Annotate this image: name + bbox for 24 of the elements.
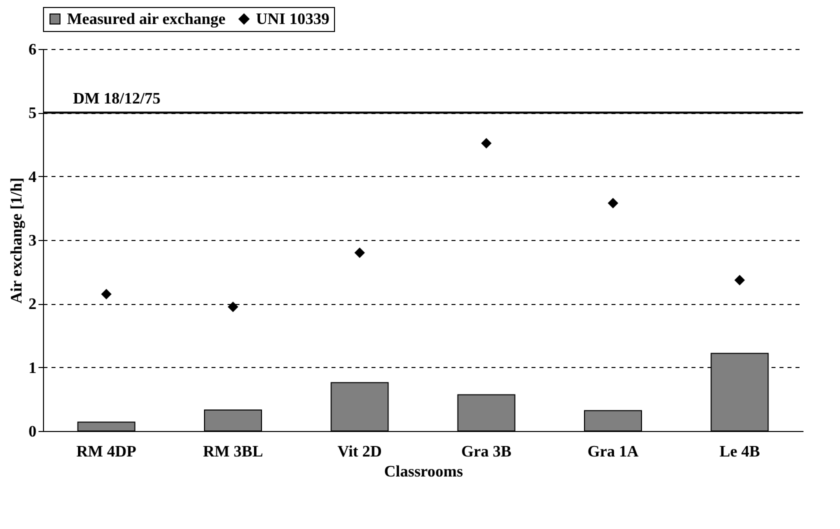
point [228, 302, 238, 312]
x-tick-label: Le 4B [719, 444, 760, 460]
point [734, 274, 745, 286]
y-tick-label: 4 [28, 168, 36, 186]
point [481, 138, 492, 148]
point [101, 288, 112, 300]
ref-line-label: DM 18/12/75 [73, 90, 161, 108]
y-tick-label: 2 [28, 296, 36, 314]
x-tick-label: RM 4DP [76, 444, 137, 460]
y-tick-label: 6 [28, 42, 36, 58]
x-tick-label: Gra 3B [461, 444, 512, 460]
x-axis-title: Classrooms [384, 464, 463, 480]
y-tick-label: 0 [28, 424, 36, 440]
y-tick-label: 3 [28, 232, 36, 250]
x-tick-label: Vit 2D [338, 444, 382, 460]
y-axis-title: Air exchange [1/h] [8, 178, 26, 304]
point [608, 198, 618, 208]
y-tick-label: 1 [28, 360, 36, 377]
point [354, 247, 365, 258]
legend-label: Measured air exchange [67, 11, 226, 28]
x-tick-label: RM 3BL [203, 444, 263, 460]
x-tick-label: Gra 1A [587, 444, 639, 460]
y-tick-label: 5 [28, 105, 36, 122]
legend-label: UNI 10339 [256, 11, 330, 28]
